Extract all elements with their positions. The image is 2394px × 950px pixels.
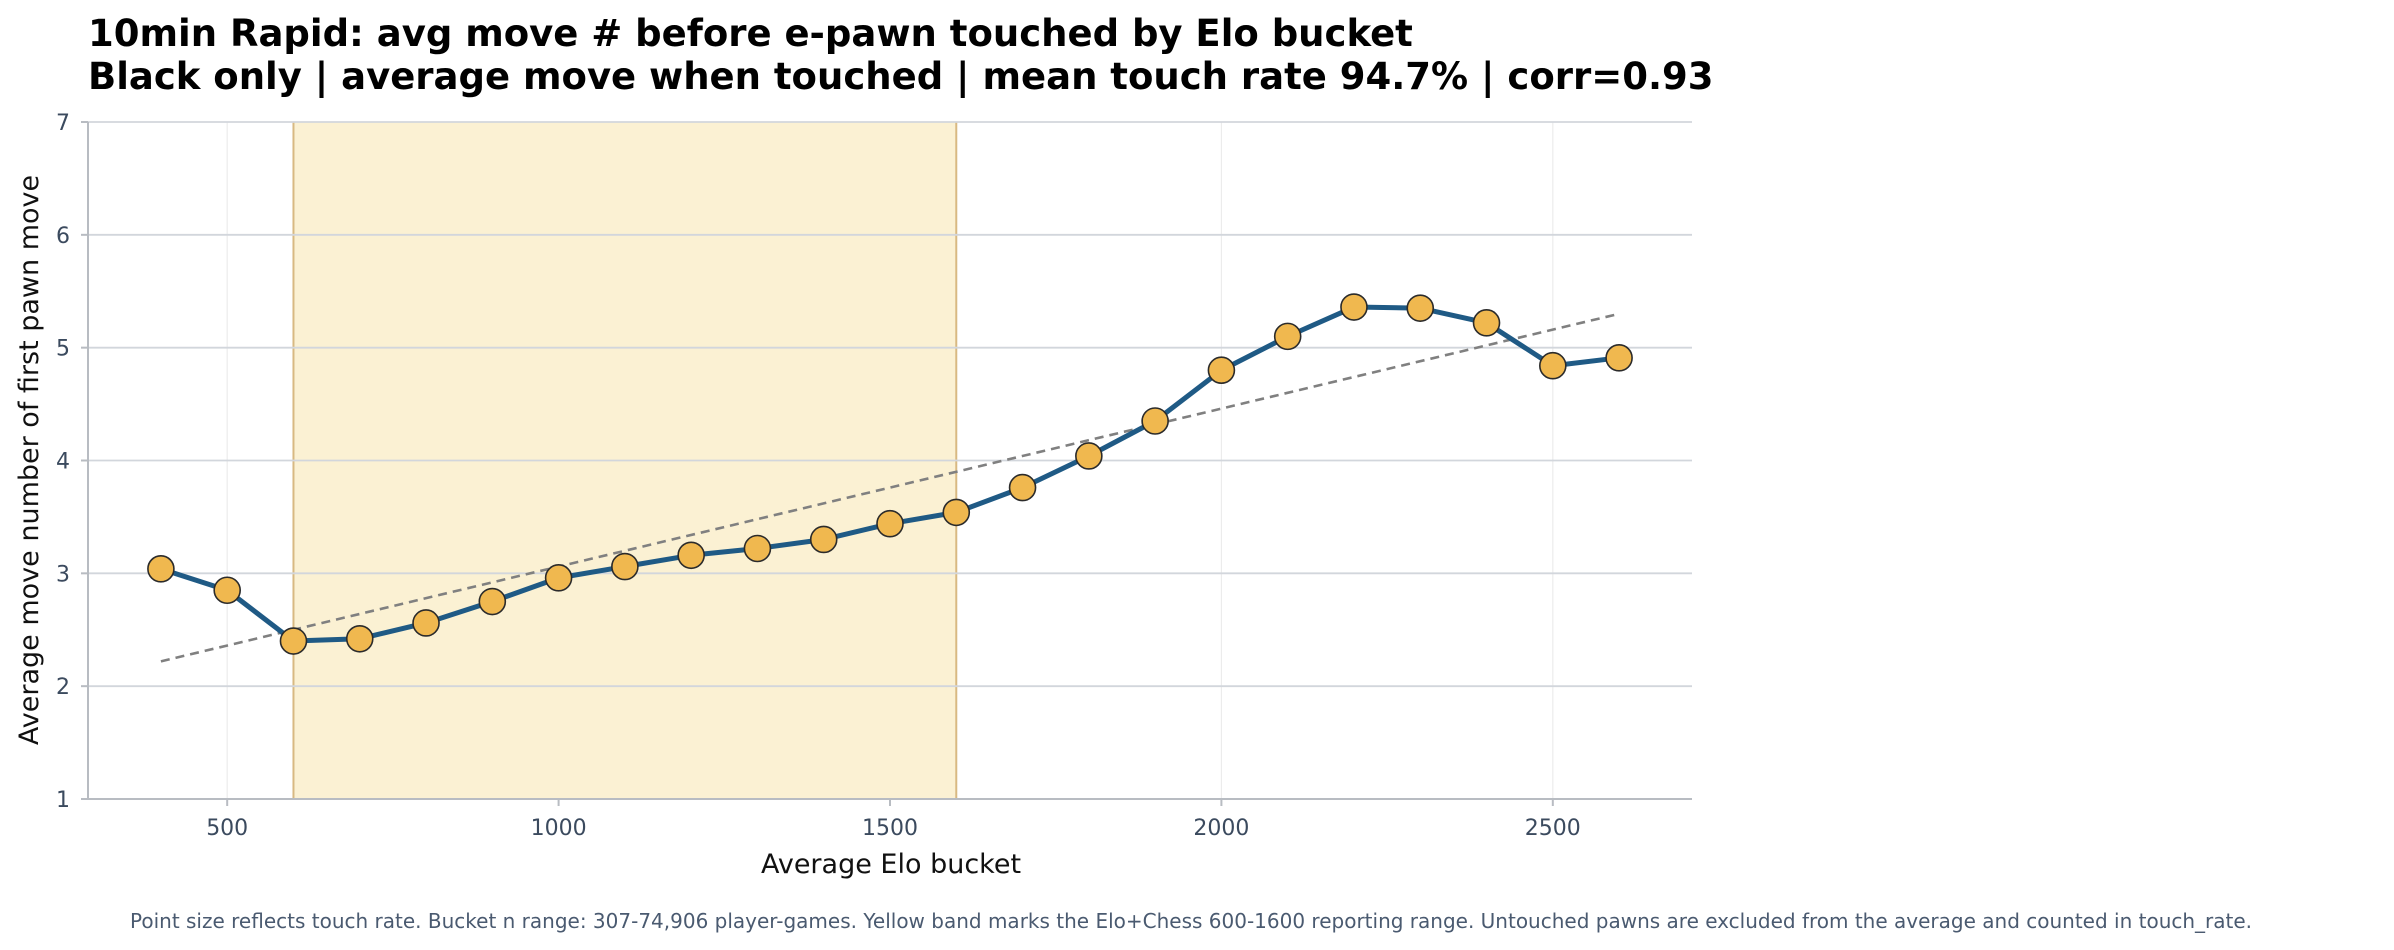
data-point xyxy=(345,624,374,653)
x-tick-label: 500 xyxy=(206,816,248,841)
data-point xyxy=(213,576,241,605)
data-point xyxy=(1472,309,1501,337)
y-tick-label: 2 xyxy=(56,675,70,700)
y-tick-label: 4 xyxy=(56,450,70,475)
x-tick-label: 1500 xyxy=(862,816,918,841)
data-point xyxy=(942,498,971,527)
data-point xyxy=(809,525,838,554)
data-point xyxy=(743,534,772,563)
data-point xyxy=(677,541,705,570)
chart-title: 10min Rapid: avg move # before e-pawn to… xyxy=(88,12,1413,55)
data-point xyxy=(1340,293,1368,321)
data-point xyxy=(544,564,573,592)
footnote: Point size reflects touch rate. Bucket n… xyxy=(130,909,2252,933)
data-point xyxy=(1273,322,1302,351)
data-point xyxy=(412,609,440,637)
data-point xyxy=(1539,351,1567,380)
y-axis-ticks: 1 2 3 4 5 6 7 xyxy=(56,111,88,813)
data-point xyxy=(1406,294,1435,322)
x-tick-label: 2000 xyxy=(1193,816,1249,841)
data-point xyxy=(1008,473,1037,502)
plot-area: 1 2 3 4 5 6 7 500 1000 1500 2000 2500 xyxy=(56,111,1692,841)
data-point xyxy=(478,587,507,616)
y-axis-label: Average move number of first pawn move xyxy=(14,175,45,745)
data-points xyxy=(147,293,1633,655)
data-point xyxy=(1207,356,1236,385)
y-tick-label: 1 xyxy=(56,788,70,813)
data-point xyxy=(611,552,639,581)
x-tick-label: 1000 xyxy=(531,816,587,841)
data-point xyxy=(279,627,308,655)
data-point xyxy=(1075,442,1103,470)
x-axis-label: Average Elo bucket xyxy=(761,849,1021,880)
y-tick-label: 7 xyxy=(56,111,70,136)
data-point xyxy=(1141,407,1169,435)
data-point xyxy=(147,555,175,583)
y-tick-label: 3 xyxy=(56,562,70,587)
x-axis-ticks: 500 1000 1500 2000 2500 xyxy=(206,799,1581,841)
y-tick-label: 6 xyxy=(56,224,70,249)
x-tick-label: 2500 xyxy=(1525,816,1581,841)
chart-subtitle: Black only | average move when touched |… xyxy=(88,55,1714,98)
data-point xyxy=(1605,344,1633,372)
trend-line xyxy=(160,312,1620,663)
y-tick-label: 5 xyxy=(56,337,70,362)
data-point xyxy=(876,509,904,538)
